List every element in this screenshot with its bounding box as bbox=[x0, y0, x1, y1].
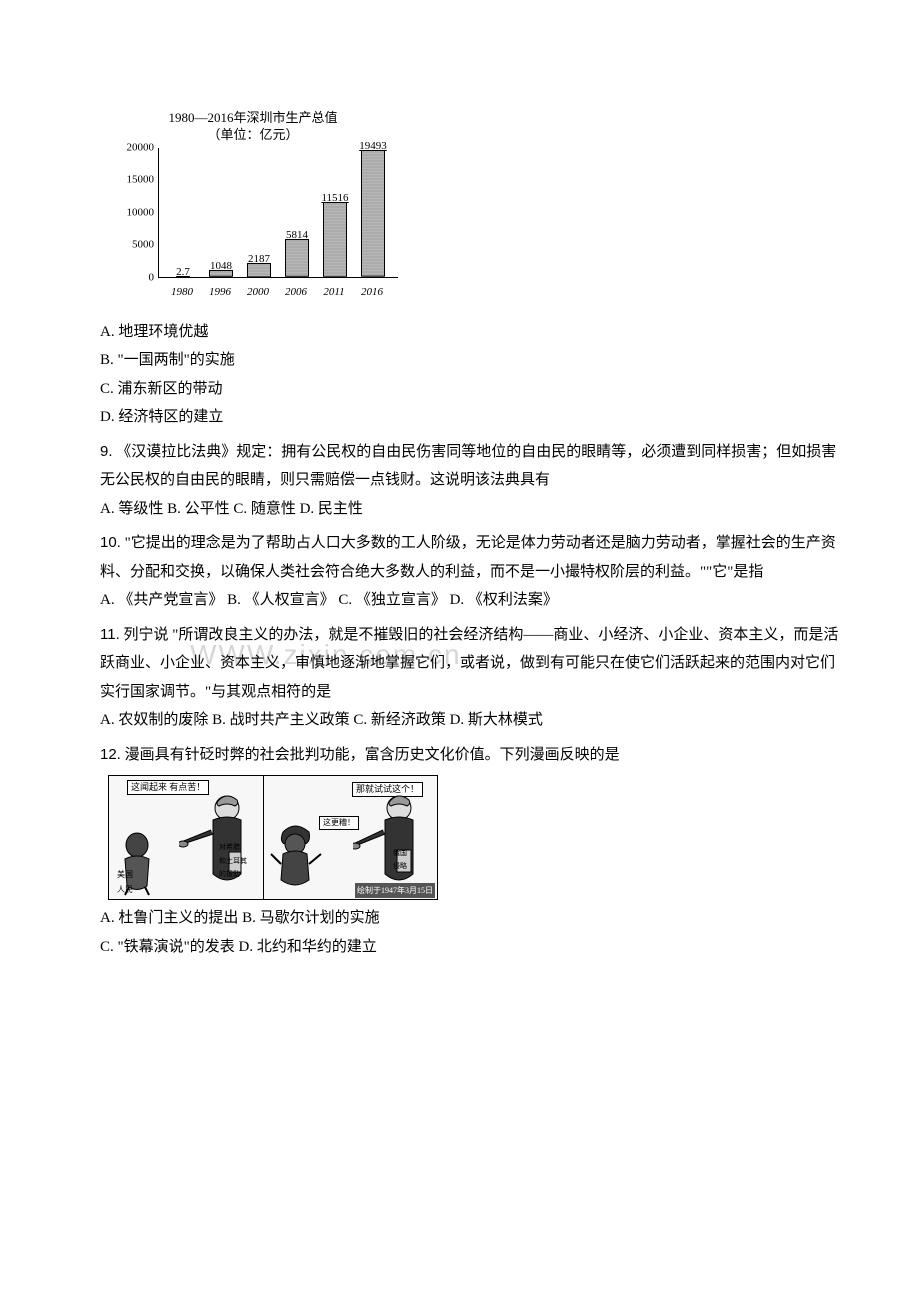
q11-num: 11. bbox=[100, 626, 120, 643]
bar: 19493 bbox=[361, 150, 385, 277]
bar-label: 19493 bbox=[359, 136, 387, 157]
x-label: 2006 bbox=[285, 282, 307, 303]
cartoon-label-left: 美国 人民 bbox=[117, 867, 133, 897]
cartoon-left-panel: 这闻起来 有点苦！ 美国 人民 对希腊 和土耳其 的援助 bbox=[109, 776, 264, 899]
q12-text: 漫画具有针砭时弊的社会批判功能，富含历史文化价值。下列漫画反映的是 bbox=[125, 747, 620, 763]
cartoon-right-panel: 那就试试这个！ 这更糟！ 俄国 侵略 绘制于1947年3月1 bbox=[263, 776, 437, 899]
q12-options-line2: C. "铁幕演说"的发表 D. 北约和华约的建立 bbox=[100, 933, 840, 962]
question-11: 11. 列宁说 "所谓改良主义的办法，就是不摧毁旧的社会经济结构——商业、小经济… bbox=[100, 621, 840, 735]
x-axis: 198019962000200620112016 bbox=[158, 278, 398, 298]
plot-area: 2.7 1048 2187 5814 11516 19493 bbox=[158, 148, 398, 278]
y-tick: 0 bbox=[149, 267, 155, 288]
question-12: 12. 漫画具有针砭时弊的社会批判功能，富含历史文化价值。下列漫画反映的是 这闻… bbox=[100, 741, 840, 962]
q11-options: A. 农奴制的废除 B. 战时共产主义政策 C. 新经济政策 D. 斯大林模式 bbox=[100, 706, 840, 735]
speech-bubble-1: 这闻起来 有点苦！ bbox=[127, 780, 209, 795]
bar: 2187 bbox=[247, 263, 271, 277]
y-tick: 15000 bbox=[127, 170, 155, 191]
y-tick: 10000 bbox=[127, 202, 155, 223]
y-axis: 05000100001500020000 bbox=[108, 148, 158, 278]
bar: 2.7 bbox=[171, 276, 195, 277]
q10-text: "它提出的理念是为了帮助占人口大多数的工人阶级，无论是体力劳动者还是脑力劳动者，… bbox=[100, 535, 836, 580]
cartoon-figure-child-right bbox=[269, 824, 329, 894]
bar: 5814 bbox=[285, 239, 309, 277]
option-b: B. "一国两制"的实施 bbox=[100, 346, 840, 375]
bar-label: 2187 bbox=[248, 249, 270, 270]
q9-num: 9. bbox=[100, 443, 113, 460]
option-a: A. 地理环境优越 bbox=[100, 318, 840, 347]
cartoon-image: 这闻起来 有点苦！ 美国 人民 对希腊 和土耳其 的援助 bbox=[108, 775, 438, 900]
q9-text: 《汉谟拉比法典》规定：拥有公民权的自由民伤害同等地位的自由民的眼睛等，必须遭到同… bbox=[100, 444, 836, 489]
chart-title-line1: 1980—2016年深圳市生产总值 bbox=[168, 110, 337, 125]
chart-plot: 05000100001500020000 2.71048218758141151… bbox=[108, 148, 398, 308]
x-label: 2000 bbox=[247, 282, 269, 303]
x-label: 2011 bbox=[323, 282, 344, 303]
q12-options-line1: A. 杜鲁门主义的提出 B. 马歇尔计划的实施 bbox=[100, 904, 840, 933]
cartoon-label-mid: 对希腊 和土耳其 的援助 bbox=[219, 841, 247, 881]
cartoon-date-note: 绘制于1947年3月15日 bbox=[355, 883, 435, 898]
q11-text: 列宁说 "所谓改良主义的办法，就是不摧毁旧的社会经济结构——商业、小经济、小企业… bbox=[100, 627, 838, 700]
y-tick: 5000 bbox=[132, 235, 154, 256]
q9-options: A. 等级性 B. 公平性 C. 随意性 D. 民主性 bbox=[100, 495, 840, 524]
chart-title-line2: （单位：亿元） bbox=[207, 127, 298, 142]
cartoon-label-right: 俄国 侵略 bbox=[393, 847, 407, 874]
y-tick: 20000 bbox=[127, 137, 155, 158]
option-c: C. 浦东新区的带动 bbox=[100, 375, 840, 404]
gdp-chart: 1980—2016年深圳市生产总值 （单位：亿元） 0 5000 10000 1500… bbox=[108, 110, 398, 308]
q10-options: A. 《共产党宣言》 B. 《人权宣言》 C. 《独立宣言》 D. 《权利法案》 bbox=[100, 586, 840, 615]
q10-num: 10. bbox=[100, 534, 121, 551]
bar: 1048 bbox=[209, 270, 233, 277]
bar-label: 11516 bbox=[321, 188, 348, 209]
x-label: 2016 bbox=[361, 282, 383, 303]
bar-label: 1048 bbox=[210, 256, 232, 277]
question-9: 9. 《汉谟拉比法典》规定：拥有公民权的自由民伤害同等地位的自由民的眼睛等，必须… bbox=[100, 438, 840, 524]
bar: 11516 bbox=[323, 202, 347, 277]
bar-label: 5814 bbox=[286, 225, 308, 246]
x-label: 1980 bbox=[171, 282, 193, 303]
q12-num: 12. bbox=[100, 746, 121, 763]
question-10: 10. "它提出的理念是为了帮助占人口大多数的工人阶级，无论是体力劳动者还是脑力… bbox=[100, 529, 840, 615]
q8-options: A. 地理环境优越 B. "一国两制"的实施 C. 浦东新区的带动 D. 经济特… bbox=[100, 318, 840, 432]
cartoon-figure-man-right bbox=[353, 794, 433, 894]
option-d: D. 经济特区的建立 bbox=[100, 403, 840, 432]
x-label: 1996 bbox=[209, 282, 231, 303]
